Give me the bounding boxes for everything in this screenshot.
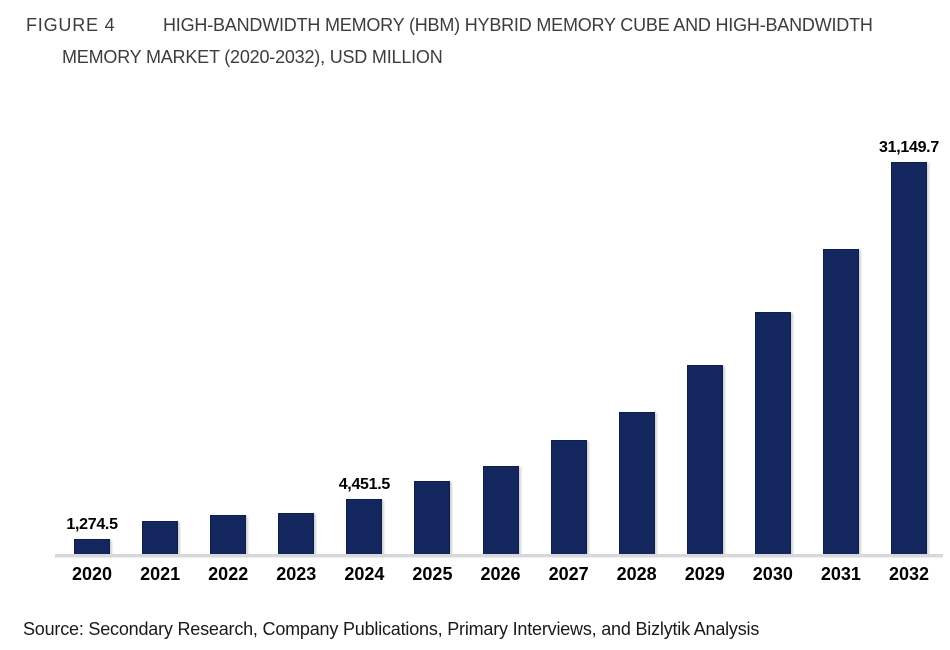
- bar-column-2023: [262, 100, 330, 555]
- bar-2032: [890, 162, 927, 555]
- bar-2022: [210, 515, 247, 555]
- bar-2023: [278, 513, 315, 555]
- bar-value-label-2020: 1,274.5: [66, 516, 118, 533]
- bar-2029: [686, 365, 723, 555]
- x-axis-label-2026: 2026: [480, 564, 521, 584]
- bar-column-2022: [194, 100, 262, 555]
- bar-2030: [754, 312, 791, 555]
- bar-column-2027: [535, 100, 603, 555]
- bar-2031: [822, 249, 859, 555]
- source-note: Source: Secondary Research, Company Publ…: [23, 619, 760, 639]
- x-axis-label-2024: 2024: [344, 564, 385, 584]
- bar-column-2020: 1,274.5: [58, 100, 126, 555]
- x-axis-label-2027: 2027: [548, 564, 589, 584]
- x-axis-label-2023: 2023: [276, 564, 317, 584]
- x-axis-labels: 2020 2021 2022 2023 2024 2025 2026 2027 2028 2029…: [58, 564, 943, 585]
- bar-2026: [482, 466, 519, 555]
- bar-column-2032: 31,149.7: [875, 100, 943, 555]
- x-axis-label-2020: 2020: [72, 564, 113, 584]
- bar-column-2021: [126, 100, 194, 555]
- bar-column-2030: [739, 100, 807, 555]
- bar-column-2028: [603, 100, 671, 555]
- figure-number-label: FIGURE 4: [26, 15, 116, 35]
- bar-column-2024: 4,451.5: [330, 100, 398, 555]
- bar-2020: [74, 539, 111, 555]
- bar-value-label-2024: 4,451.5: [338, 476, 391, 493]
- bar-2024: [346, 499, 383, 555]
- bar-2021: [142, 521, 179, 555]
- bar-column-2029: [671, 100, 739, 555]
- figure-title-line1: HIGH-BANDWIDTH MEMORY (HBM) HYBRID MEMOR…: [163, 15, 873, 35]
- bar-2025: [414, 481, 451, 555]
- bar-chart-plot-area: 1,274.5 4,451.5 31,149.7: [58, 100, 943, 555]
- x-axis-label-2021: 2021: [140, 564, 181, 584]
- bar-value-label-2032: 31,149.7: [879, 139, 939, 156]
- bar-column-2026: [466, 100, 534, 555]
- bar-2027: [550, 440, 587, 555]
- x-axis-label-2028: 2028: [616, 564, 657, 584]
- x-axis-label-2032: 2032: [888, 564, 929, 584]
- bar-column-2025: [398, 100, 466, 555]
- x-axis-label-2022: 2022: [208, 564, 249, 584]
- bar-2028: [618, 412, 655, 555]
- x-axis-label-2029: 2029: [684, 564, 725, 584]
- bar-column-2031: [807, 100, 875, 555]
- x-axis-label-2025: 2025: [412, 564, 453, 584]
- x-axis-label-2031: 2031: [820, 564, 861, 584]
- x-axis-line: [55, 554, 943, 557]
- x-axis-label-2030: 2030: [752, 564, 793, 584]
- figure-title-line2: MEMORY MARKET (2020-2032), USD MILLION: [62, 47, 443, 67]
